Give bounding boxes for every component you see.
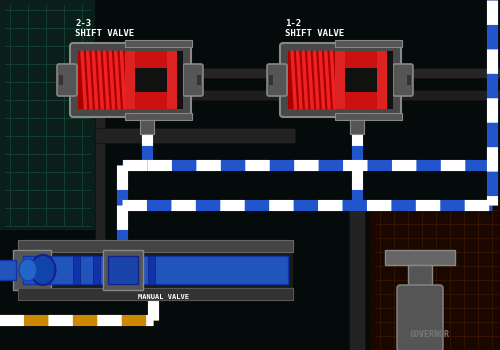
Bar: [125, 40, 192, 47]
FancyBboxPatch shape: [70, 43, 191, 117]
Bar: [408, 265, 432, 290]
Text: SHIFT VALVE: SHIFT VALVE: [75, 29, 134, 38]
Bar: [407, 75, 411, 85]
Bar: [125, 113, 192, 120]
FancyBboxPatch shape: [393, 64, 413, 96]
Bar: [93, 256, 100, 284]
Bar: [13, 250, 51, 290]
Bar: [487, 0, 497, 200]
Text: GOVERNOR: GOVERNOR: [410, 330, 450, 339]
FancyBboxPatch shape: [57, 64, 77, 96]
Ellipse shape: [19, 259, 37, 281]
Bar: [108, 256, 138, 284]
Bar: [0, 0, 95, 230]
Bar: [18, 240, 293, 252]
Bar: [133, 68, 167, 92]
Bar: [269, 75, 273, 85]
Bar: [148, 256, 155, 284]
Bar: [125, 51, 177, 109]
Bar: [78, 51, 183, 109]
Bar: [73, 256, 80, 284]
Bar: [95, 68, 500, 78]
Bar: [335, 40, 402, 47]
Bar: [140, 120, 154, 134]
Bar: [95, 90, 500, 100]
FancyBboxPatch shape: [183, 64, 203, 96]
Bar: [288, 51, 393, 109]
Bar: [370, 200, 500, 350]
Text: 1-2: 1-2: [285, 19, 301, 28]
Bar: [95, 128, 295, 143]
Bar: [59, 75, 63, 85]
Bar: [197, 75, 201, 85]
Bar: [125, 51, 135, 109]
Bar: [349, 200, 365, 350]
FancyBboxPatch shape: [397, 285, 443, 350]
Text: SHIFT VALVE: SHIFT VALVE: [285, 29, 344, 38]
Bar: [0, 260, 16, 280]
Bar: [103, 250, 143, 290]
Bar: [18, 252, 293, 288]
Text: 2-3: 2-3: [75, 19, 91, 28]
Bar: [335, 51, 345, 109]
Bar: [18, 288, 293, 300]
Bar: [377, 51, 387, 109]
Ellipse shape: [30, 255, 56, 285]
Bar: [23, 256, 288, 284]
FancyBboxPatch shape: [280, 43, 401, 117]
Bar: [288, 51, 337, 109]
Bar: [167, 51, 177, 109]
Bar: [335, 51, 387, 109]
FancyBboxPatch shape: [267, 64, 287, 96]
Bar: [78, 51, 127, 109]
Bar: [350, 120, 364, 134]
Bar: [95, 100, 105, 300]
Bar: [335, 113, 402, 120]
Bar: [78, 288, 293, 300]
Bar: [385, 250, 455, 265]
Bar: [343, 68, 377, 92]
Text: MANUAL VALVE: MANUAL VALVE: [138, 294, 188, 300]
